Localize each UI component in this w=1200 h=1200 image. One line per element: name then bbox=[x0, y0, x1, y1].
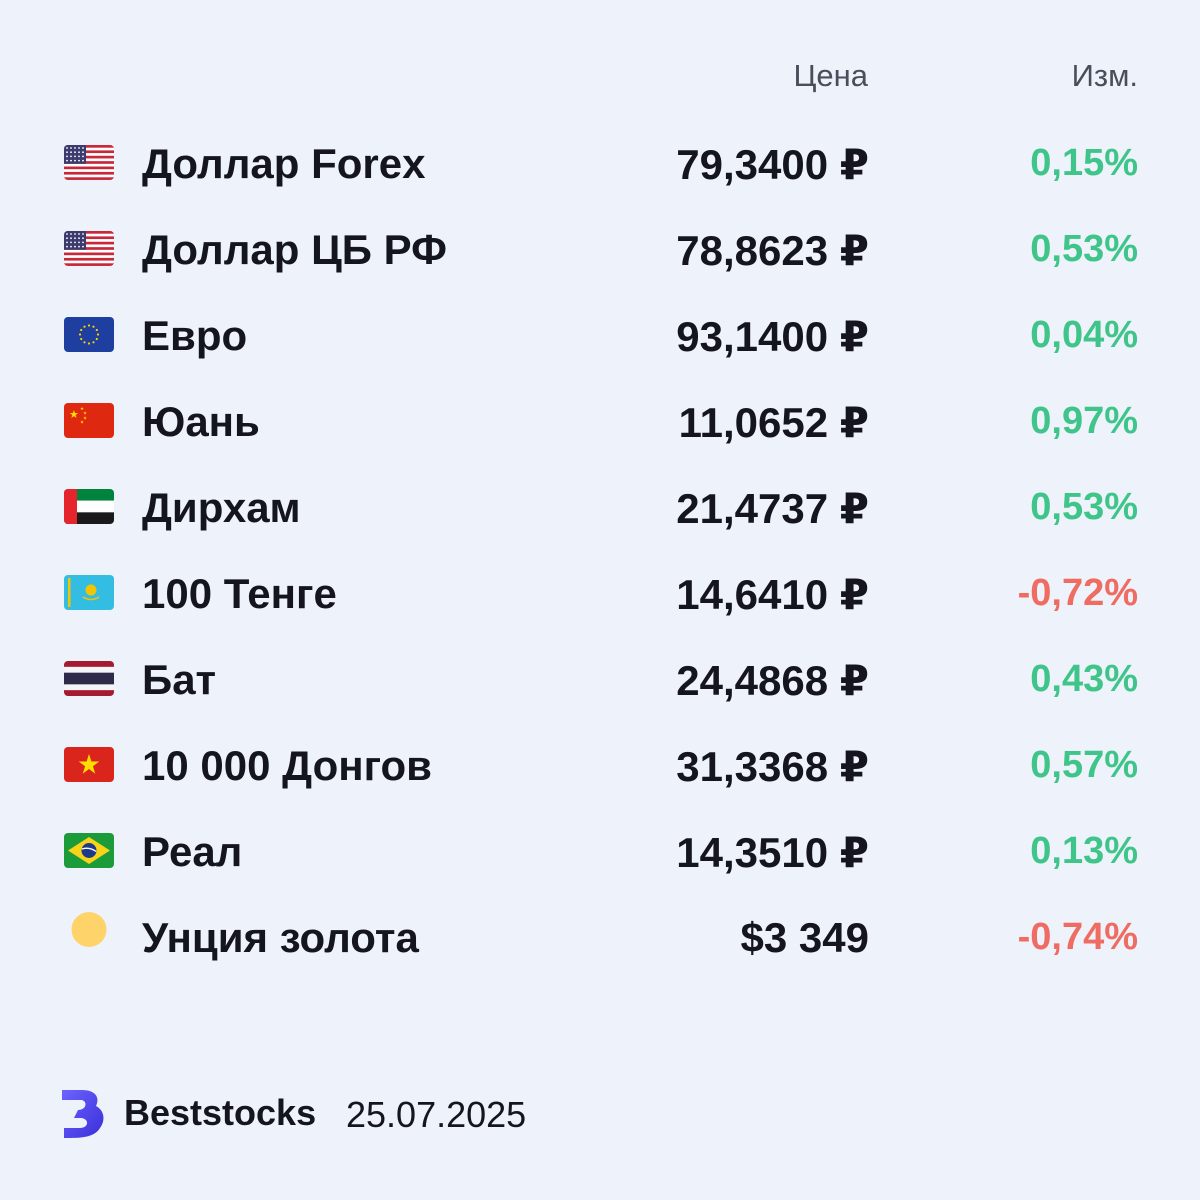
price-column-header: Цена bbox=[793, 58, 868, 93]
currency-change: 0,04% bbox=[1030, 314, 1138, 356]
table-header: Цена Изм. bbox=[0, 58, 1200, 102]
currency-price: 14,3510 ₽ bbox=[676, 829, 869, 876]
currency-row: Бат 24,4868 ₽ 0,43% bbox=[0, 636, 1200, 722]
currency-change: 0,43% bbox=[1030, 658, 1138, 700]
br-flag-icon bbox=[64, 833, 114, 868]
currency-row: Доллар ЦБ РФ 78,8623 ₽ 0,53% bbox=[0, 206, 1200, 292]
currency-row: Реал 14,3510 ₽ 0,13% bbox=[0, 808, 1200, 894]
currency-name: Доллар Forex bbox=[142, 140, 426, 187]
currency-name: Унция золота bbox=[142, 914, 419, 961]
currency-change: -0,72% bbox=[1017, 572, 1138, 614]
currency-name: Доллар ЦБ РФ bbox=[142, 226, 447, 273]
currency-price: 11,0652 ₽ bbox=[678, 399, 869, 446]
currency-price: 79,3400 ₽ bbox=[676, 141, 869, 188]
vn-flag-icon bbox=[64, 747, 114, 782]
currency-row: 10 000 Донгов 31,3368 ₽ 0,57% bbox=[0, 722, 1200, 808]
ae-flag-icon bbox=[64, 489, 114, 524]
beststocks-logo-icon bbox=[62, 1090, 104, 1138]
currency-row: Евро 93,1400 ₽ 0,04% bbox=[0, 292, 1200, 378]
report-date: 25.07.2025 bbox=[346, 1094, 527, 1135]
th-flag-icon bbox=[64, 661, 114, 696]
currency-price: 21,4737 ₽ bbox=[676, 485, 869, 532]
gold-coin-icon bbox=[64, 912, 114, 962]
brand-name: Beststocks bbox=[124, 1092, 317, 1133]
currency-change: 0,57% bbox=[1030, 744, 1138, 786]
currency-change: 0,13% bbox=[1030, 830, 1138, 872]
svg-text:★: ★ bbox=[83, 416, 87, 422]
currency-name: Реал bbox=[142, 828, 243, 875]
change-column-header: Изм. bbox=[1071, 58, 1138, 93]
currency-price: 31,3368 ₽ bbox=[676, 743, 869, 790]
currency-row: ★ ★ ★ ★ ★ Юань 11,0652 ₽ 0,97% bbox=[0, 378, 1200, 464]
currency-change: 0,97% bbox=[1030, 400, 1138, 442]
currency-price: $3 349 bbox=[740, 914, 869, 961]
currency-name: Бат bbox=[142, 656, 217, 703]
svg-text:★: ★ bbox=[83, 411, 87, 417]
currency-list: Доллар Forex 79,3400 ₽ 0,15% Доллар ЦБ РФ 7… bbox=[0, 120, 1200, 980]
currency-row: Дирхам 21,4737 ₽ 0,53% bbox=[0, 464, 1200, 550]
currency-name: Юань bbox=[142, 398, 260, 445]
us-flag-icon bbox=[64, 145, 114, 180]
footer: Beststocks 25.07.2025 bbox=[60, 1086, 760, 1142]
svg-text:★: ★ bbox=[69, 408, 79, 421]
currency-change: 0,53% bbox=[1030, 486, 1138, 528]
currency-name: 10 000 Донгов bbox=[142, 742, 433, 789]
eu-flag-icon bbox=[64, 317, 114, 352]
currency-price: 14,6410 ₽ bbox=[676, 571, 869, 618]
currency-name: Дирхам bbox=[142, 484, 301, 531]
currency-row: Унция золота $3 349 -0,74% bbox=[0, 894, 1200, 980]
svg-text:★: ★ bbox=[80, 406, 84, 412]
us-flag-icon bbox=[64, 231, 114, 266]
currency-change: -0,74% bbox=[1017, 916, 1138, 958]
cn-flag-icon: ★ ★ ★ ★ ★ bbox=[64, 403, 114, 438]
kz-flag-icon bbox=[64, 575, 114, 610]
currency-name: Евро bbox=[142, 312, 248, 359]
currency-change: 0,15% bbox=[1030, 142, 1138, 184]
currency-price: 93,1400 ₽ bbox=[676, 313, 869, 360]
currency-name: 100 Тенге bbox=[142, 570, 337, 617]
currency-row: Доллар Forex 79,3400 ₽ 0,15% bbox=[0, 120, 1200, 206]
currency-price: 78,8623 ₽ bbox=[676, 227, 869, 274]
currency-row: 100 Тенге 14,6410 ₽ -0,72% bbox=[0, 550, 1200, 636]
svg-text:★: ★ bbox=[80, 420, 84, 426]
currency-price: 24,4868 ₽ bbox=[676, 657, 869, 704]
currency-change: 0,53% bbox=[1030, 228, 1138, 270]
